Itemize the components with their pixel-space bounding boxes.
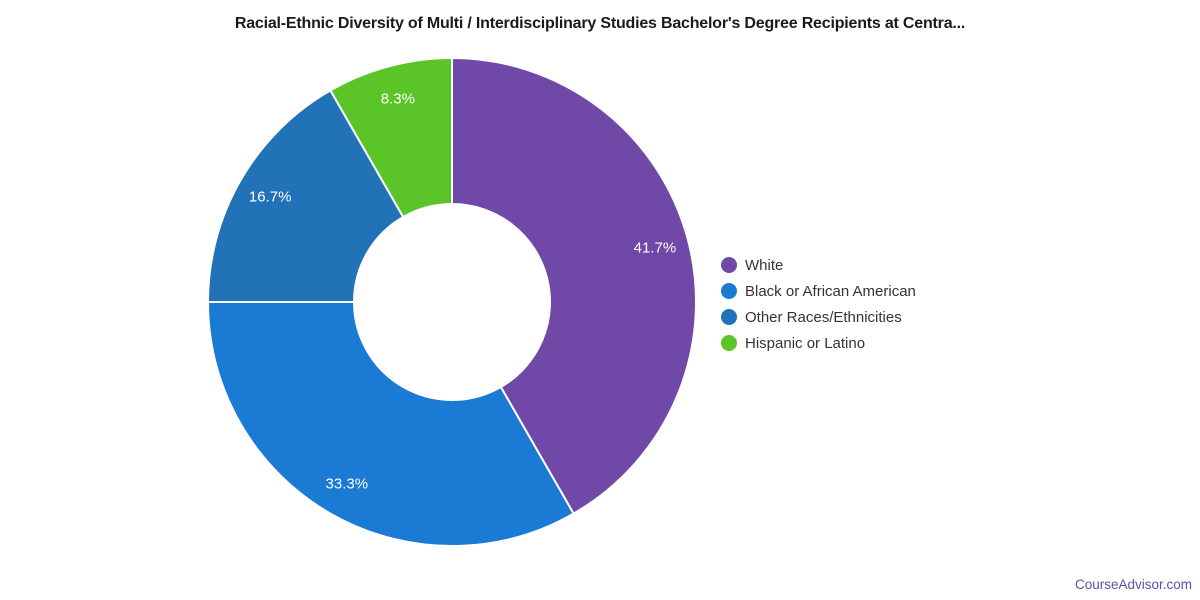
legend-dot-other-races-ethnicities	[721, 309, 737, 325]
pie-slice-white[interactable]	[451, 57, 698, 515]
legend-label-white: White	[745, 256, 784, 274]
legend-item-white[interactable]: White	[721, 252, 916, 278]
legend-label-other-races-ethnicities: Other Races/Ethnicities	[745, 308, 902, 326]
legend: White Black or African American Other Race…	[721, 252, 916, 356]
legend-dot-white	[721, 257, 737, 273]
pie-slice-hispanic-or-latino[interactable]	[329, 57, 453, 219]
legend-item-black-or-african-american[interactable]: Black or African American	[721, 278, 916, 304]
legend-label-hispanic-or-latino: Hispanic or Latino	[745, 334, 866, 352]
courseadvisor-link[interactable]: CourseAdvisor.com	[1074, 577, 1192, 592]
legend-label-black-or-african-american: Black or African American	[745, 282, 916, 300]
pie-slice-black-or-african-american[interactable]	[207, 301, 575, 548]
legend-item-hispanic-or-latino[interactable]: Hispanic or Latino	[721, 330, 916, 356]
pie-slice-other-races-ethnicities[interactable]	[207, 89, 405, 303]
legend-dot-hispanic-or-latino	[721, 335, 737, 351]
legend-dot-black-or-african-american	[721, 283, 737, 299]
legend-item-other-races-ethnicities[interactable]: Other Races/Ethnicities	[721, 304, 916, 330]
chart-title: Racial-Ethnic Diversity of Multi / Inter…	[234, 15, 966, 32]
